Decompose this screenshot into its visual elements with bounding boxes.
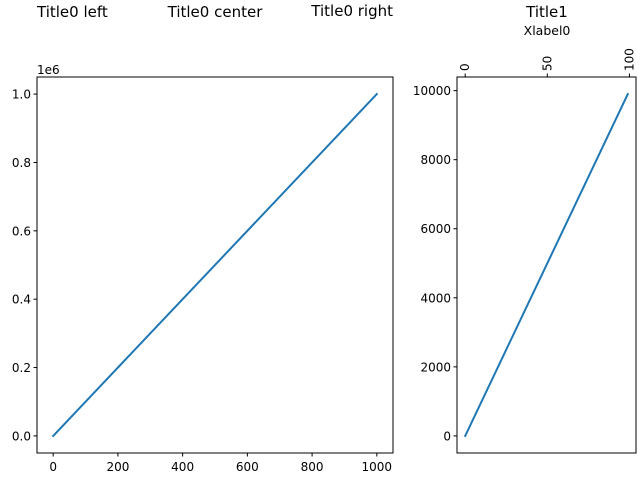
right-chart-ticks: 0 2000 4000 6000 8000 10000 0 50 100 [413, 48, 637, 443]
left-chart-x-tick-label: 400 [171, 460, 194, 474]
right-chart-y-tick-label: 2000 [420, 360, 451, 374]
left-chart-y-tick-label: 0.6 [12, 224, 31, 238]
right-chart-series-line [463, 92, 630, 438]
left-chart-title-right: Title0 right [310, 2, 393, 20]
right-chart: Title1 Xlabel0 0 2000 4000 6000 8000 10000 0 50… [413, 3, 637, 454]
left-chart-y-tick-label: 0.8 [12, 156, 31, 170]
right-chart-y-tick-label: 8000 [420, 153, 451, 167]
right-chart-frame [456, 76, 637, 454]
right-chart-plot-area [463, 92, 630, 438]
right-chart-y-tick-label: 6000 [420, 222, 451, 236]
left-chart-title-left: Title0 left [36, 3, 108, 21]
right-chart-x-tick-label: 50 [540, 56, 554, 71]
left-chart-y-tick-label: 1.0 [12, 88, 31, 102]
right-chart-y-tick-label: 0 [443, 429, 451, 443]
left-chart-x-tick-label: 0 [49, 460, 57, 474]
left-chart-y-tick-label: 0.4 [12, 293, 31, 307]
left-chart-ticks: 0.0 0.2 0.4 0.6 0.8 1.0 0 200 400 600 800 1000 [12, 88, 392, 474]
left-chart: Title0 left Title0 center Title0 right 1… [12, 2, 394, 474]
right-chart-xlabel: Xlabel0 [524, 23, 571, 38]
left-chart-x-tick-label: 1000 [362, 460, 393, 474]
right-chart-x-tick-label: 100 [622, 48, 636, 71]
left-chart-y-offset-label: 1e6 [37, 63, 60, 77]
right-chart-x-tick-label: 0 [458, 63, 472, 71]
right-chart-y-tick-label: 10000 [413, 84, 451, 98]
left-chart-plot-area [51, 92, 379, 438]
left-chart-x-tick-label: 200 [106, 460, 129, 474]
left-chart-series-line [51, 92, 379, 438]
left-chart-title-center: Title0 center [167, 3, 264, 21]
left-chart-y-tick-label: 0.2 [12, 361, 31, 375]
left-chart-x-tick-label: 600 [236, 460, 259, 474]
right-chart-title: Title1 [525, 3, 568, 21]
left-chart-y-tick-label: 0.0 [12, 429, 31, 443]
left-chart-frame [36, 76, 394, 454]
right-chart-y-tick-label: 4000 [420, 291, 451, 305]
left-chart-x-tick-label: 800 [301, 460, 324, 474]
